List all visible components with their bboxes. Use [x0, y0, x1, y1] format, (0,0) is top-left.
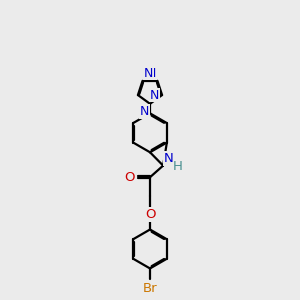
- Text: N: N: [146, 67, 156, 80]
- Text: N: N: [164, 152, 174, 165]
- Text: N: N: [149, 88, 159, 101]
- Text: N: N: [140, 105, 149, 118]
- Text: O: O: [145, 208, 155, 221]
- Text: O: O: [124, 171, 135, 184]
- Text: H: H: [173, 160, 183, 172]
- Text: N: N: [144, 67, 154, 80]
- Text: Br: Br: [143, 282, 157, 295]
